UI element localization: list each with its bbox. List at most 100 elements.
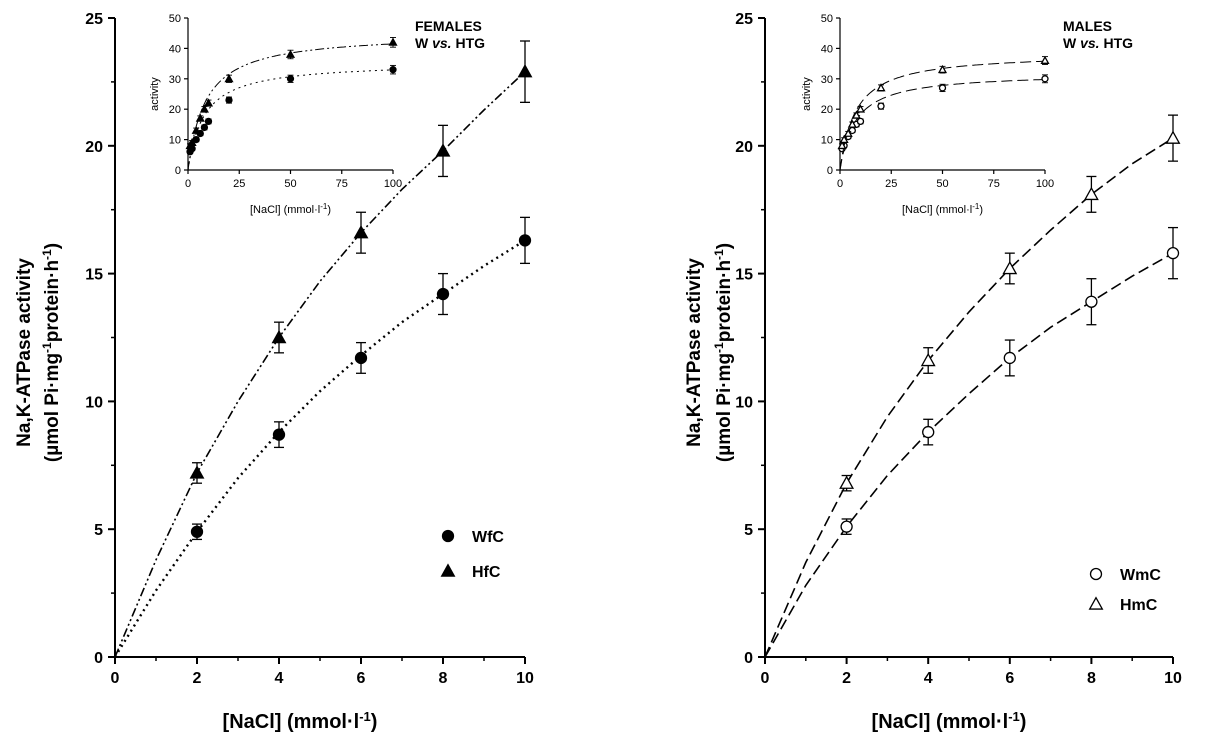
inset-series-line	[839, 79, 1046, 171]
inset-x-tick-label: 100	[1036, 178, 1054, 190]
y-axis-label-line2: (µmol Pi·mg-1protein·h-1)	[712, 243, 735, 462]
inset-chart: 0 25 50 75 100 0 10 20 30 40 50 [NaCl] (mmol·l-1) ac…	[801, 13, 1054, 216]
legend-marker	[440, 563, 456, 577]
data-point	[436, 287, 450, 301]
inset-data-point	[388, 37, 398, 46]
data-point	[517, 64, 533, 78]
x-tick-label: 8	[439, 670, 448, 687]
y-tick-label: 0	[94, 650, 103, 667]
legend-label: HmC	[1120, 597, 1158, 614]
inset-x-tick-label: 100	[384, 178, 402, 190]
legend-marker	[441, 529, 455, 543]
data-point	[190, 525, 204, 538]
series-HmC	[764, 114, 1181, 658]
inset-data-point	[837, 140, 847, 150]
y-axis-label-line1: Na,K-ATPase activity	[14, 258, 35, 447]
panel-title: FEMALES	[415, 18, 482, 34]
y-axis-label-line2: (µmol Pi·mg-1protein·h-1)	[40, 243, 63, 462]
x-tick-label: 8	[1087, 670, 1096, 687]
data-point	[920, 352, 936, 367]
series-line	[113, 239, 526, 658]
legend-label: WfC	[472, 529, 504, 546]
data-point	[1085, 295, 1098, 308]
y-tick-label: 20	[735, 139, 753, 156]
inset-x-axis-label: [NaCl] (mmol·l-1)	[250, 202, 331, 217]
inset-series-WmC	[838, 74, 1049, 171]
inset-y-tick-label: 10	[821, 135, 833, 147]
inset-x-axis-label: [NaCl] (mmol·l-1)	[902, 202, 983, 217]
inset-y-tick-label: 30	[169, 74, 181, 86]
inset-data-point	[195, 113, 205, 122]
legend-label: HfC	[472, 564, 501, 581]
data-point	[354, 351, 368, 365]
inset-series-line	[187, 69, 394, 171]
inset-y-tick-label: 50	[821, 13, 833, 25]
series-line	[764, 137, 1174, 658]
inset-series-line	[187, 43, 394, 171]
inset-data-point	[285, 49, 296, 58]
inset-y-tick-label: 30	[821, 74, 833, 86]
x-axis-label: [NaCl] (mmol·l-1)	[872, 709, 1027, 734]
inset-y-tick-label: 20	[821, 104, 833, 116]
x-tick-label: 4	[275, 670, 284, 687]
inset-x-tick-label: 50	[936, 178, 948, 190]
inset-y-tick-label: 50	[169, 13, 181, 25]
inset-series-WfC	[186, 64, 397, 171]
inset-x-tick-label: 50	[284, 178, 296, 190]
series-WfC	[113, 216, 532, 658]
data-point	[1003, 351, 1016, 365]
y-tick-label: 10	[735, 394, 753, 411]
inset-x-tick-label: 75	[988, 178, 1000, 190]
y-tick-label: 20	[85, 139, 103, 156]
data-point	[272, 428, 286, 441]
x-tick-label: 10	[1164, 670, 1182, 687]
x-axis-label: [NaCl] (mmol·l-1)	[223, 709, 378, 734]
inset-x-tick-label: 0	[185, 178, 191, 190]
panel-subtitle: W vs. HTG	[1063, 35, 1133, 51]
inset-x-tick-label: 0	[837, 178, 843, 190]
inset-series-HmC	[837, 55, 1050, 171]
inset-data-point	[199, 104, 209, 113]
inset-data-point	[200, 123, 209, 132]
x-tick-label: 0	[111, 670, 120, 687]
inset-data-point	[187, 137, 197, 147]
inset-y-tick-label: 0	[827, 165, 833, 177]
inset-chart: 0 25 50 75 100 0 10 20 30 40 50 [NaCl] (mmol·l-1) ac…	[149, 13, 402, 216]
x-tick-label: 6	[357, 670, 366, 687]
inset-data-point	[877, 102, 885, 110]
inset-data-point	[876, 83, 886, 92]
inset-data-point	[1040, 55, 1050, 64]
inset-data-point	[204, 117, 213, 126]
inset-y-axis-label: activity	[149, 77, 161, 111]
inset-data-point	[855, 104, 866, 113]
inset-y-axis-label: activity	[801, 77, 813, 111]
data-point	[840, 520, 853, 533]
inset-data-point	[389, 66, 397, 74]
x-tick-label: 4	[924, 670, 933, 687]
x-tick-label: 2	[842, 670, 851, 687]
series-HfC	[114, 40, 533, 658]
legend-marker	[1088, 596, 1104, 610]
panel-title: MALES	[1063, 18, 1112, 34]
inset-data-point	[856, 117, 865, 126]
data-point	[922, 425, 935, 439]
data-point	[189, 465, 205, 479]
y-axis-label-line1: Na,K-ATPase activity	[684, 258, 705, 447]
inset-y-tick-label: 20	[169, 104, 181, 116]
series-WmC	[764, 226, 1180, 658]
inset-series-HfC	[185, 37, 398, 171]
y-tick-label: 25	[735, 11, 753, 28]
legend-label: WmC	[1120, 567, 1161, 584]
inset-data-point	[839, 134, 849, 144]
x-tick-label: 10	[516, 670, 534, 687]
y-tick-label: 5	[744, 522, 753, 539]
series-line	[764, 252, 1174, 658]
y-tick-label: 0	[744, 650, 753, 667]
inset-y-tick-label: 40	[169, 43, 181, 55]
inset-data-point	[847, 119, 857, 128]
y-tick-label: 25	[85, 11, 103, 28]
inset-x-tick-label: 25	[233, 178, 245, 190]
inset-data-point	[286, 75, 295, 83]
inset-data-point	[224, 74, 234, 83]
data-point	[1083, 186, 1099, 201]
